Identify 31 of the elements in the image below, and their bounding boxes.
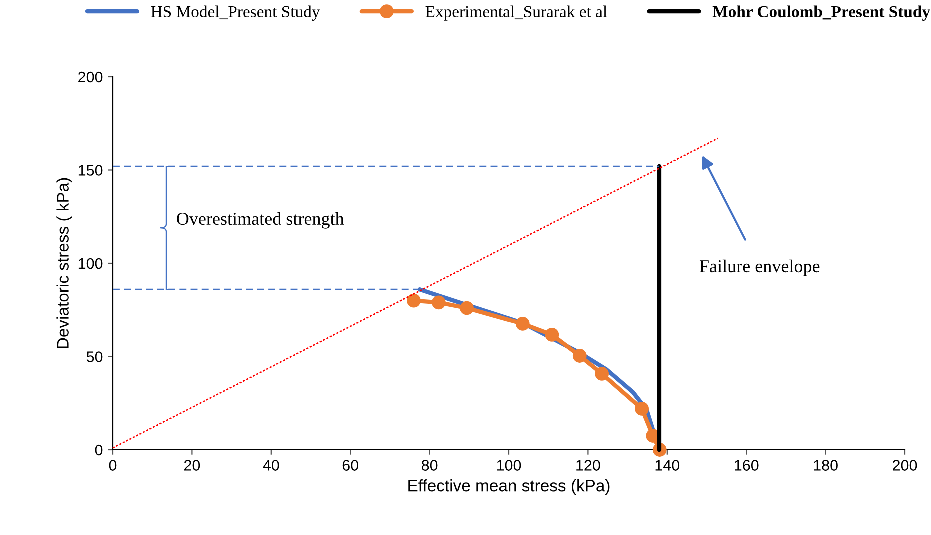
point [432, 296, 446, 310]
x-tick-label: 160 [735, 460, 759, 471]
x-tick-label: 120 [576, 460, 600, 471]
point [572, 349, 587, 363]
y-tick-label: 100 [78, 258, 103, 270]
x-tick-label: 80 [422, 460, 438, 471]
y-tick-label: 0 [95, 444, 103, 456]
y-tick-label: 50 [86, 352, 103, 362]
point [635, 402, 649, 416]
x-tick-label: 100 [497, 460, 522, 471]
legend-label: Mohr Coulomb_Present Study [712, 6, 930, 21]
x-tick-label: 60 [342, 460, 358, 471]
x-tick-label: 180 [814, 460, 838, 471]
y-tick-label: 150 [78, 165, 103, 176]
x-tick-label: 200 [893, 460, 918, 471]
y-axis-title: Deviatoric stress ( kPa) [56, 178, 72, 348]
x-axis-title: Effective mean stress (kPa) [408, 480, 610, 496]
x-tick-label: 140 [656, 460, 680, 471]
legend-label: Experimental_Surarak et al [426, 6, 608, 21]
y-tick-label: 200 [78, 72, 103, 83]
x-tick-label: 40 [263, 460, 280, 471]
point [595, 366, 610, 381]
x-tick-label: 20 [184, 460, 200, 471]
point [545, 328, 560, 342]
x-tick-label: 0 [109, 460, 117, 471]
legend-label: HS Model_Present Study [151, 6, 320, 21]
annotation: Overestimated strength [177, 212, 344, 229]
point [516, 316, 530, 331]
point [407, 294, 421, 308]
point [460, 301, 474, 316]
annotation: Failure envelope [700, 260, 820, 276]
